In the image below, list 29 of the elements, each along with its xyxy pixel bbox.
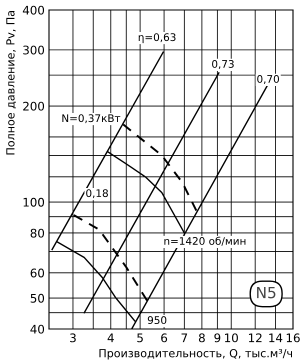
y-tick-label: 60	[30, 268, 44, 278]
y-axis-title: Полное давление, Pv, Па	[6, 11, 16, 154]
y-tick-label: 200	[23, 102, 44, 111]
y-tick-label: 80	[30, 228, 44, 238]
annotation: η=0,63	[138, 33, 176, 44]
x-tick-label: 6	[161, 333, 168, 342]
y-tick-label: 40	[30, 324, 44, 334]
x-tick-label: 10	[225, 333, 238, 342]
y-tick-label: 100	[24, 198, 44, 207]
x-tick-label: 5	[137, 334, 143, 342]
x-axis-title: Производительность, Q, тыс.м³/ч	[99, 348, 292, 360]
x-tick-label: 8	[198, 333, 205, 342]
x-tick-label: 7	[182, 334, 188, 342]
y-tick-label: 50	[30, 294, 44, 303]
annotation: 950	[148, 316, 166, 324]
annotation: 0,70	[257, 75, 280, 84]
y-tick-label: 300	[23, 46, 44, 55]
x-tick-label: 4	[108, 334, 114, 342]
annotation: 0,18	[86, 189, 108, 198]
annotation: 0,73	[212, 60, 234, 69]
x-tick-label: 14	[269, 334, 282, 342]
x-tick-label: 3	[70, 333, 76, 342]
annotation: N5	[257, 286, 276, 298]
annotation: N=0,37кВт	[62, 114, 120, 124]
annotation: n=1420 об/мин	[164, 236, 246, 246]
x-tick-label: 12	[248, 333, 262, 342]
x-tick-label: 9	[214, 333, 220, 342]
y-tick-label: 400	[22, 6, 44, 15]
x-tick-label: 16	[286, 333, 300, 342]
